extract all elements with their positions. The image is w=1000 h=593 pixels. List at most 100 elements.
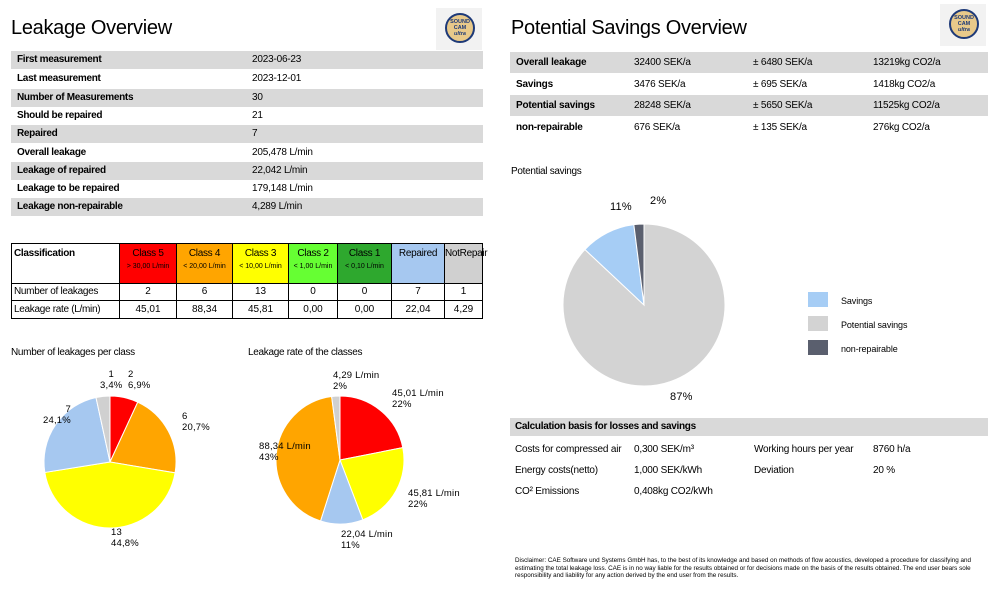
overview-row: Should be repaired 21 [11,107,483,125]
overview-row: Number of Measurements 30 [11,89,483,107]
overview-row: Last measurement 2023-12-01 [11,70,483,88]
pie2-slice-0 [339,395,404,461]
savings-row: Savings 3476 SEK/a ± 695 SEK/a 1418kg CO2/a [510,74,988,95]
pie3-label-potential: 87% [670,391,693,403]
pie-leakages-per-class [43,395,177,529]
overview-label: Repaired [17,128,58,139]
overview-row: Leakage to be repaired 179,148 L/min [11,180,483,198]
class-header: Class 1 < 0,10 L/min [338,244,392,284]
class-header: Class 5 > 30,00 L/min [120,244,177,284]
pie2-slice-3 [275,395,341,522]
class-name: Class 5 [132,248,164,259]
deviation-value: 20 % [873,465,895,476]
class-name: Class 1 [348,248,381,259]
class-name: Class 3 [244,248,277,259]
savings-label: Potential savings [516,100,595,111]
legend-savings-label: Savings [841,296,873,306]
class-count: 7 [392,284,445,301]
disclaimer-text: Disclaimer: CAE Software und Systems Gmb… [515,557,972,580]
pie2-title: Leakage rate of the classes [248,347,363,358]
pie1-label-class3: 13 44,8% [111,527,139,549]
class-count: 13 [233,284,289,301]
legend-savings-swatch [808,292,828,307]
pie-leakage-rate [275,395,405,525]
savings-label: Overall leakage [516,57,587,68]
overview-value: 2023-06-23 [252,54,302,65]
savings-co2: 276kg CO2/a [873,122,930,133]
overview-value: 30 [252,92,263,103]
sound-cam-logo-right: SOUND CAM ultra [940,4,986,46]
savings-pm: ± 135 SEK/a [753,122,807,133]
working-hours-label: Working hours per year [754,444,854,455]
pie1-label-class4: 6 20,7% [182,411,210,433]
savings-label: non-repairable [516,122,583,133]
overview-label: First measurement [17,54,102,65]
savings-pm: ± 5650 SEK/a [753,100,813,111]
page-title-leakage: Leakage Overview [11,17,172,39]
overview-value: 4,289 L/min [252,201,303,212]
class-header: Class 4 < 20,00 L/min [177,244,233,284]
pie3-label-nonrepairable: 2% [650,195,667,207]
overview-row: Leakage non-repairable 4,289 L/min [11,198,483,216]
overview-value: 2023-12-01 [252,73,302,84]
class-count: 2 [120,284,177,301]
number-of-leakages-label: Number of leakages [12,284,120,301]
class-name: Repaired [398,248,438,259]
savings-co2: 1418kg CO2/a [873,79,936,90]
pie1-label-repaired: 7 24,1% [43,404,71,426]
class-rate: 45,01 [120,301,177,319]
overview-value: 179,148 L/min [252,183,313,194]
overview-row: Overall leakage 205,478 L/min [11,144,483,162]
pie3-slice-2 [633,223,645,306]
savings-pm: ± 6480 SEK/a [753,57,813,68]
savings-sek: 676 SEK/a [634,122,681,133]
pie1-slice-1 [109,401,177,474]
class-count: 0 [289,284,338,301]
savings-co2: 11525kg CO2/a [873,100,940,111]
class-count: 0 [338,284,392,301]
overview-value: 205,478 L/min [252,147,313,158]
classification-header: Classification [12,244,120,284]
class-rate: 4,29 [445,301,483,319]
sound-cam-logo: SOUND CAM ultra [436,8,482,50]
energy-costs-value: 1,000 SEK/kWh [634,465,702,476]
working-hours-value: 8760 h/a [873,444,911,455]
class-threshold: < 20,00 L/min [183,263,226,270]
class-header: Class 3 < 10,00 L/min [233,244,289,284]
compressed-air-label: Costs for compressed air [515,444,622,455]
legend-potential-swatch [808,316,828,331]
leakage-rate-label: Leakage rate (L/min) [12,301,120,319]
savings-sek: 32400 SEK/a [634,57,691,68]
pie2-label-notrepair: 4,29 L/min 2% [333,370,380,392]
savings-pm: ± 695 SEK/a [753,79,807,90]
pie2-label-class3: 45,81 L/min 22% [408,488,460,510]
energy-costs-label: Energy costs(netto) [515,465,598,476]
co2-emissions-value: 0,408kg CO2/kWh [634,486,713,497]
savings-label: Savings [516,79,553,90]
classification-table: Classification Number of leakages Leakag… [11,243,488,319]
calc-basis-header: Calculation basis for losses and savings [510,418,988,436]
legend-nonrepairable-swatch [808,340,828,355]
class-name: Class 4 [188,248,221,259]
pie1-slice-3 [43,396,111,474]
overview-label: Overall leakage [17,147,86,158]
pie1-slice-2 [44,461,176,529]
overview-value: 22,042 L/min [252,165,308,176]
pie1-label-notrepair: 1 3,4% [100,369,123,391]
class-threshold: < 0,10 L/min [345,263,384,270]
savings-sek: 3476 SEK/a [634,79,686,90]
overview-label: Leakage non-repairable [17,201,123,212]
class-header: Class 2 < 1,00 L/min [289,244,338,284]
savings-row: Potential savings 28248 SEK/a ± 5650 SEK/a… [510,95,988,116]
compressed-air-value: 0,300 SEK/m³ [634,444,694,455]
co2-emissions-label: CO² Emissions [515,486,580,497]
class-count: 6 [177,284,233,301]
overview-row: Repaired 7 [11,125,483,143]
pie3-label-savings: 11% [610,201,632,213]
class-rate: 45,81 [233,301,289,319]
legend-nonrepairable-label: non-repairable [841,344,898,354]
overview-row: First measurement 2023-06-23 [11,51,483,69]
class-threshold: > 30,00 L/min [126,263,170,270]
pie1-slice-4 [95,395,111,463]
